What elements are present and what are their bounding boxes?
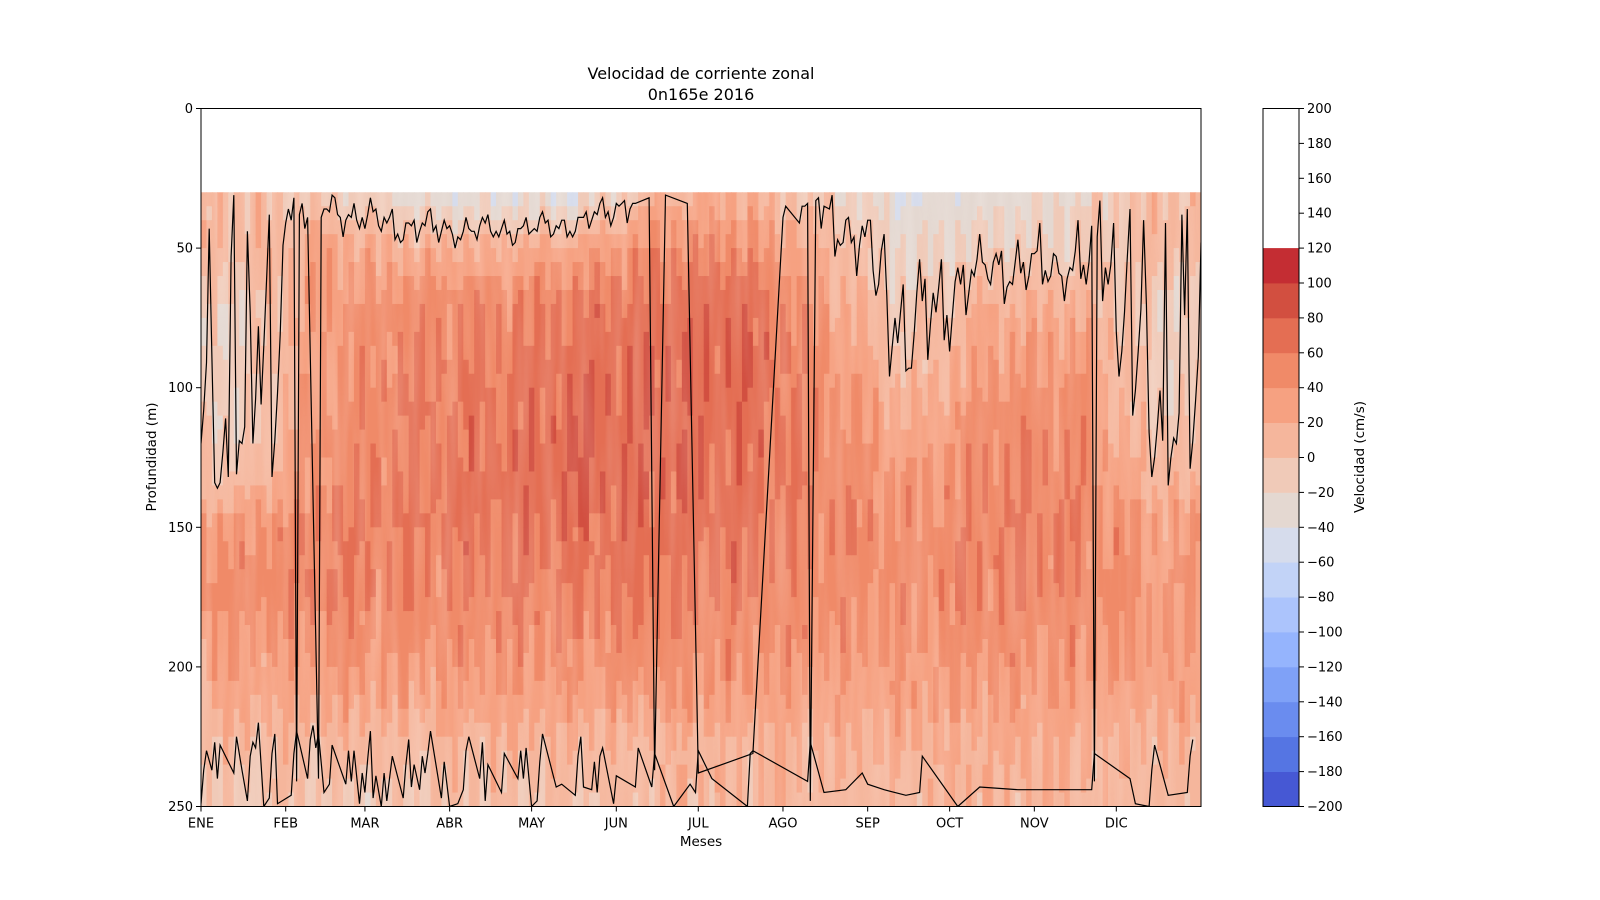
chart-title: Velocidad de corriente zonal [588, 64, 815, 83]
chart-subtitle: 0n165e 2016 [648, 85, 755, 104]
contour-plot-area [201, 108, 1201, 807]
